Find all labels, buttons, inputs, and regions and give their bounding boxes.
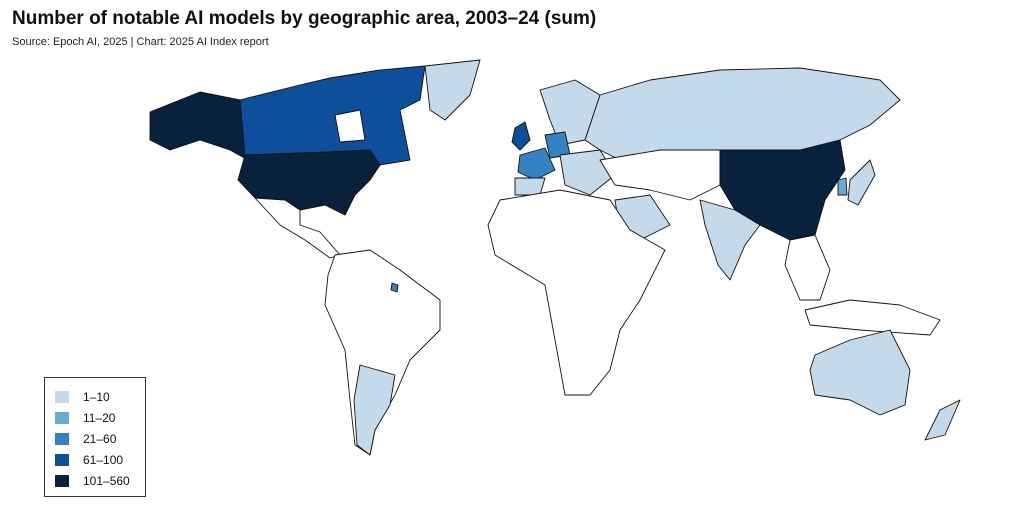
region [353,364,396,456]
hudson-bay [334,109,366,143]
legend-swatch [55,432,69,445]
legend: 1–10 11–20 21–60 61–100 101–560 [44,377,146,497]
legend-label: 101–560 [83,473,130,488]
region [599,149,721,201]
source: Source: Epoch AI, 2025 | Chart: 2025 AI … [12,36,269,48]
region [324,249,441,456]
region [424,59,481,121]
legend-item: 61–100 [55,449,145,470]
region [837,177,848,196]
legend-label: 21–60 [83,431,117,446]
region [809,329,911,416]
legend-label: 1–10 [83,389,110,404]
region [784,234,831,301]
region [514,177,546,196]
legend-label: 61–100 [83,452,124,467]
region [237,149,381,216]
legend-swatch [55,474,69,487]
region [699,199,761,281]
region [804,299,941,336]
legend-item: 1–10 [55,386,145,407]
chart-title: Number of notable AI models by geographi… [12,8,597,29]
legend-item: 21–60 [55,428,145,449]
region [254,197,341,259]
region [149,91,249,161]
legend-label: 11–20 [83,410,116,425]
region [517,147,556,181]
region [584,67,901,161]
region [559,149,616,196]
region [239,65,426,166]
legend-item: 101–560 [55,470,145,491]
legend-item: 11–20 [55,407,145,428]
region [511,121,531,151]
region [924,399,961,441]
region [390,282,399,293]
region [847,159,876,206]
legend-swatch [55,411,69,424]
region [487,189,666,396]
legend-swatch [55,453,69,466]
legend-swatch [55,390,69,403]
